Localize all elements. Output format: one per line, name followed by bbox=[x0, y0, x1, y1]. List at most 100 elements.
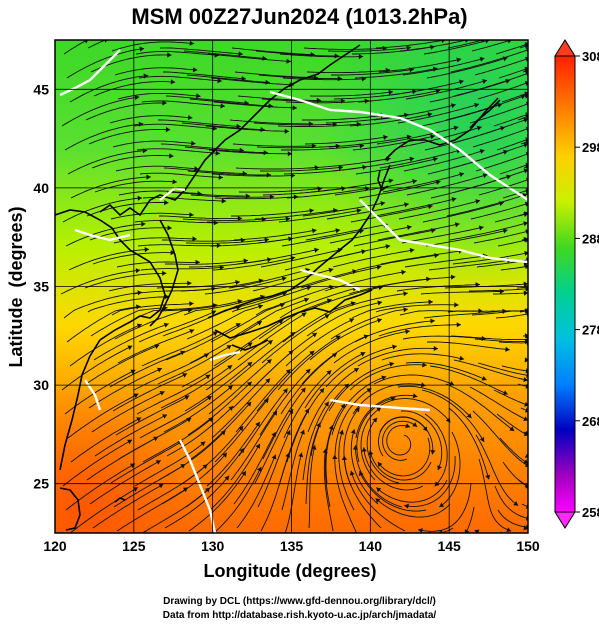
streamline bbox=[379, 149, 462, 169]
streamline bbox=[109, 350, 186, 388]
streamline-arrowhead bbox=[137, 195, 142, 201]
streamline-arrowhead bbox=[146, 174, 151, 180]
streamline bbox=[94, 414, 168, 457]
streamline-arrowhead bbox=[227, 365, 233, 370]
streamline bbox=[186, 304, 264, 340]
streamline bbox=[159, 300, 243, 313]
streamline-arrowhead bbox=[316, 422, 321, 428]
streamline-arrowhead bbox=[439, 502, 445, 507]
streamline-arrowhead bbox=[217, 78, 222, 84]
streamline bbox=[205, 125, 290, 132]
streamline-arrowhead bbox=[335, 335, 341, 341]
streamline bbox=[118, 417, 192, 460]
streamline-arrowhead bbox=[524, 201, 528, 207]
streamline bbox=[89, 227, 172, 241]
streamline-arrowhead bbox=[482, 173, 488, 179]
streamline-arrowhead bbox=[454, 222, 460, 228]
streamline bbox=[281, 145, 365, 151]
streamline bbox=[259, 368, 311, 436]
streamline bbox=[405, 362, 487, 381]
streamline-arrowhead bbox=[476, 125, 482, 131]
streamline-arrowhead bbox=[382, 45, 388, 51]
colorbar-min-arrow bbox=[554, 511, 576, 529]
streamline-arrowhead bbox=[222, 452, 227, 458]
streamline bbox=[139, 172, 224, 179]
streamline-arrowhead bbox=[170, 79, 176, 85]
streamline bbox=[190, 401, 252, 460]
streamline-arrowhead bbox=[322, 448, 328, 454]
streamline bbox=[401, 226, 484, 244]
streamline-arrowhead bbox=[435, 179, 441, 185]
streamline bbox=[445, 94, 526, 121]
streamline bbox=[427, 341, 510, 351]
streamline-arrowhead bbox=[412, 393, 418, 399]
streamline bbox=[500, 266, 527, 271]
streamline bbox=[302, 401, 330, 481]
streamline-arrowhead bbox=[479, 436, 485, 442]
streamline bbox=[429, 365, 508, 395]
streamline bbox=[378, 324, 461, 337]
streamline bbox=[334, 180, 417, 196]
streamline-arrowhead bbox=[349, 318, 354, 323]
streamline-arrowhead bbox=[405, 329, 410, 335]
streamline bbox=[213, 466, 262, 533]
streamline bbox=[477, 82, 527, 100]
lat-tick-label: 35 bbox=[33, 279, 49, 295]
streamline bbox=[428, 259, 512, 271]
streamline bbox=[133, 123, 217, 130]
streamline-arrowhead bbox=[459, 172, 465, 177]
streamline bbox=[307, 157, 391, 169]
streamline bbox=[134, 441, 206, 487]
streamline bbox=[235, 166, 320, 170]
streamline-arrowhead bbox=[466, 413, 472, 419]
streamline bbox=[237, 95, 322, 101]
lon-tick-label: 145 bbox=[437, 538, 461, 554]
streamline-arrowhead bbox=[241, 471, 246, 477]
streamline bbox=[157, 344, 232, 385]
streamline bbox=[115, 165, 199, 172]
streamline-arrowhead bbox=[459, 355, 465, 361]
streamline-arrowhead bbox=[272, 410, 277, 416]
streamline bbox=[354, 320, 435, 343]
streamline bbox=[113, 237, 197, 244]
lon-tick-label: 125 bbox=[122, 538, 146, 554]
streamline-arrowhead bbox=[189, 301, 194, 307]
streamline bbox=[253, 122, 338, 126]
streamline bbox=[351, 301, 433, 319]
streamline bbox=[212, 256, 296, 271]
streamline bbox=[373, 104, 456, 121]
streamline-arrowhead bbox=[349, 470, 355, 476]
streamline bbox=[373, 374, 455, 386]
streamline-arrowhead bbox=[523, 261, 528, 267]
streamline bbox=[69, 75, 149, 103]
streamline bbox=[61, 345, 133, 391]
streamline bbox=[184, 146, 269, 154]
streamline-arrowhead bbox=[191, 140, 196, 146]
streamline bbox=[89, 460, 162, 505]
streamline bbox=[285, 100, 370, 104]
streamline-arrowhead bbox=[502, 390, 508, 395]
streamline-arrowhead bbox=[401, 269, 406, 275]
streamline-arrowhead bbox=[376, 407, 382, 412]
streamline bbox=[67, 150, 148, 175]
streamline bbox=[518, 479, 528, 486]
streamline bbox=[238, 388, 288, 457]
streamline bbox=[165, 322, 241, 361]
streamline bbox=[207, 53, 291, 62]
streamline bbox=[473, 230, 528, 244]
streamline-arrowhead bbox=[263, 398, 269, 404]
streamline-arrowhead bbox=[450, 274, 456, 280]
streamline bbox=[180, 279, 264, 292]
streamline bbox=[117, 329, 195, 364]
streamline bbox=[280, 352, 338, 415]
streamline bbox=[445, 383, 515, 432]
streamline bbox=[517, 116, 528, 121]
streamline bbox=[88, 367, 163, 409]
streamline-arrowhead bbox=[523, 221, 528, 227]
streamline-arrowhead bbox=[338, 165, 344, 171]
streamline bbox=[475, 153, 528, 172]
streamline bbox=[398, 200, 481, 220]
streamline bbox=[159, 47, 243, 55]
streamline bbox=[138, 310, 217, 343]
streamline-arrowhead bbox=[388, 89, 393, 95]
